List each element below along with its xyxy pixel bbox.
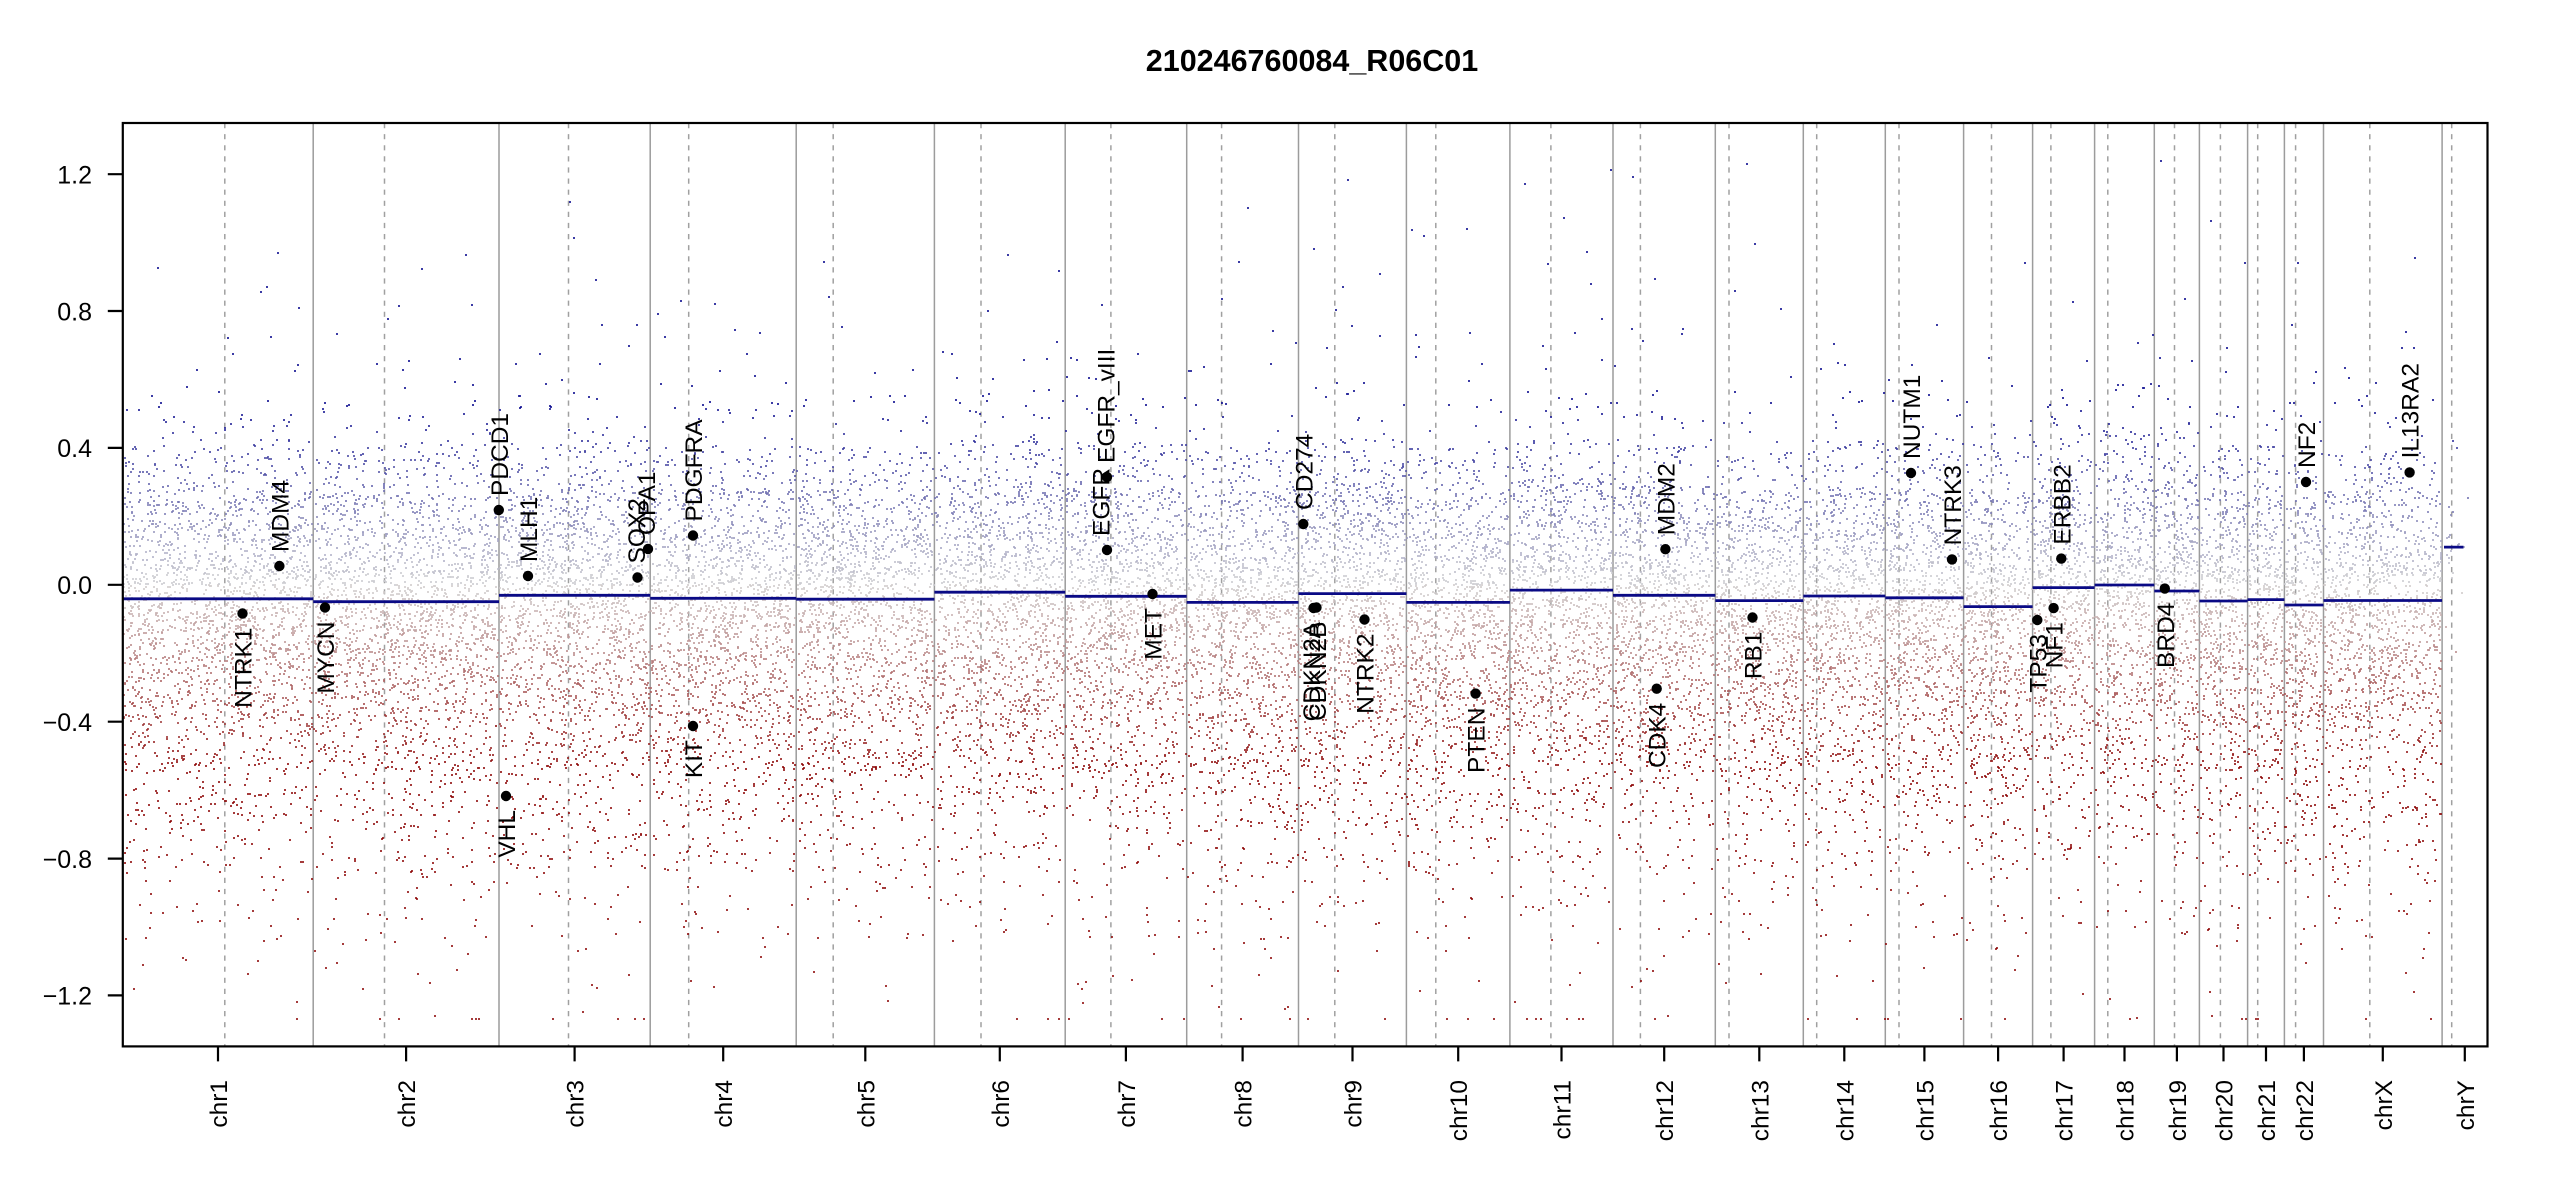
svg-text:IL13RA2: IL13RA2 bbox=[2398, 363, 2425, 458]
svg-text:1.2: 1.2 bbox=[57, 162, 92, 190]
svg-text:chr8: chr8 bbox=[1231, 1080, 1258, 1128]
svg-text:KIT: KIT bbox=[681, 740, 708, 778]
svg-text:NTRK3: NTRK3 bbox=[1940, 465, 1967, 545]
svg-text:RB1: RB1 bbox=[1741, 632, 1768, 680]
svg-text:PDCD1: PDCD1 bbox=[487, 413, 514, 496]
svg-text:chr16: chr16 bbox=[1986, 1080, 2013, 1141]
svg-text:OPA1: OPA1 bbox=[634, 471, 661, 535]
svg-text:chr21: chr21 bbox=[2254, 1080, 2281, 1141]
svg-text:NUTM1: NUTM1 bbox=[1899, 375, 1926, 459]
svg-text:MYCN: MYCN bbox=[313, 622, 340, 694]
svg-text:ERBB2: ERBB2 bbox=[2049, 464, 2076, 544]
svg-text:chr6: chr6 bbox=[988, 1080, 1015, 1128]
svg-text:EGFR_vIII: EGFR_vIII bbox=[1094, 349, 1121, 463]
svg-text:NF1: NF1 bbox=[2042, 622, 2069, 668]
svg-text:TP53: TP53 bbox=[2025, 634, 2052, 693]
svg-text:EGFR: EGFR bbox=[1089, 468, 1116, 536]
svg-text:chrX: chrX bbox=[2371, 1080, 2398, 1130]
svg-text:SOX2: SOX2 bbox=[624, 498, 651, 563]
svg-text:NF2: NF2 bbox=[2294, 422, 2321, 468]
svg-text:chr13: chr13 bbox=[1747, 1080, 1774, 1141]
svg-text:0.0: 0.0 bbox=[57, 572, 92, 600]
svg-text:MDM4: MDM4 bbox=[267, 480, 294, 552]
svg-text:chr3: chr3 bbox=[563, 1080, 590, 1128]
svg-text:chr2: chr2 bbox=[394, 1080, 421, 1128]
svg-text:chr10: chr10 bbox=[1446, 1080, 1473, 1141]
svg-text:chr4: chr4 bbox=[711, 1080, 738, 1128]
svg-text:MLH1: MLH1 bbox=[516, 497, 543, 562]
svg-text:CDKN2A: CDKN2A bbox=[1299, 621, 1326, 721]
svg-text:chr14: chr14 bbox=[1832, 1080, 1859, 1141]
svg-text:0.8: 0.8 bbox=[57, 298, 92, 326]
svg-text:CDKN2B: CDKN2B bbox=[1305, 622, 1332, 721]
svg-text:chr12: chr12 bbox=[1652, 1080, 1679, 1141]
svg-text:PTEN: PTEN bbox=[1464, 708, 1491, 773]
svg-text:chr19: chr19 bbox=[2165, 1080, 2192, 1141]
svg-text:PDGFRA: PDGFRA bbox=[681, 419, 708, 522]
svg-text:chr15: chr15 bbox=[1912, 1080, 1939, 1141]
svg-text:VHL: VHL bbox=[494, 810, 521, 858]
svg-text:chr18: chr18 bbox=[2113, 1080, 2140, 1141]
svg-text:chr9: chr9 bbox=[1341, 1080, 1368, 1128]
svg-text:MET: MET bbox=[1141, 608, 1168, 660]
svg-text:chr11: chr11 bbox=[1550, 1080, 1577, 1139]
svg-text:chr5: chr5 bbox=[853, 1080, 880, 1128]
svg-text:NTRK2: NTRK2 bbox=[1353, 634, 1380, 714]
svg-text:chr1: chr1 bbox=[206, 1080, 233, 1128]
svg-text:NTRK1: NTRK1 bbox=[231, 628, 258, 708]
svg-text:−0.8: −0.8 bbox=[43, 846, 92, 874]
svg-text:BRD4: BRD4 bbox=[2153, 603, 2180, 668]
svg-text:0.4: 0.4 bbox=[57, 435, 92, 463]
svg-text:chr20: chr20 bbox=[2212, 1080, 2239, 1141]
svg-text:chrY: chrY bbox=[2453, 1080, 2480, 1130]
svg-text:CD274: CD274 bbox=[1291, 434, 1318, 510]
svg-text:chr22: chr22 bbox=[2292, 1080, 2319, 1141]
svg-text:−1.2: −1.2 bbox=[43, 983, 92, 1011]
svg-text:−0.4: −0.4 bbox=[43, 709, 92, 737]
svg-text:CDK4: CDK4 bbox=[1645, 703, 1672, 768]
svg-text:210246760084_R06C01: 210246760084_R06C01 bbox=[1146, 44, 1478, 78]
svg-text:MDM2: MDM2 bbox=[1653, 463, 1680, 535]
svg-text:chr17: chr17 bbox=[2052, 1080, 2079, 1141]
svg-text:chr7: chr7 bbox=[1114, 1080, 1141, 1128]
